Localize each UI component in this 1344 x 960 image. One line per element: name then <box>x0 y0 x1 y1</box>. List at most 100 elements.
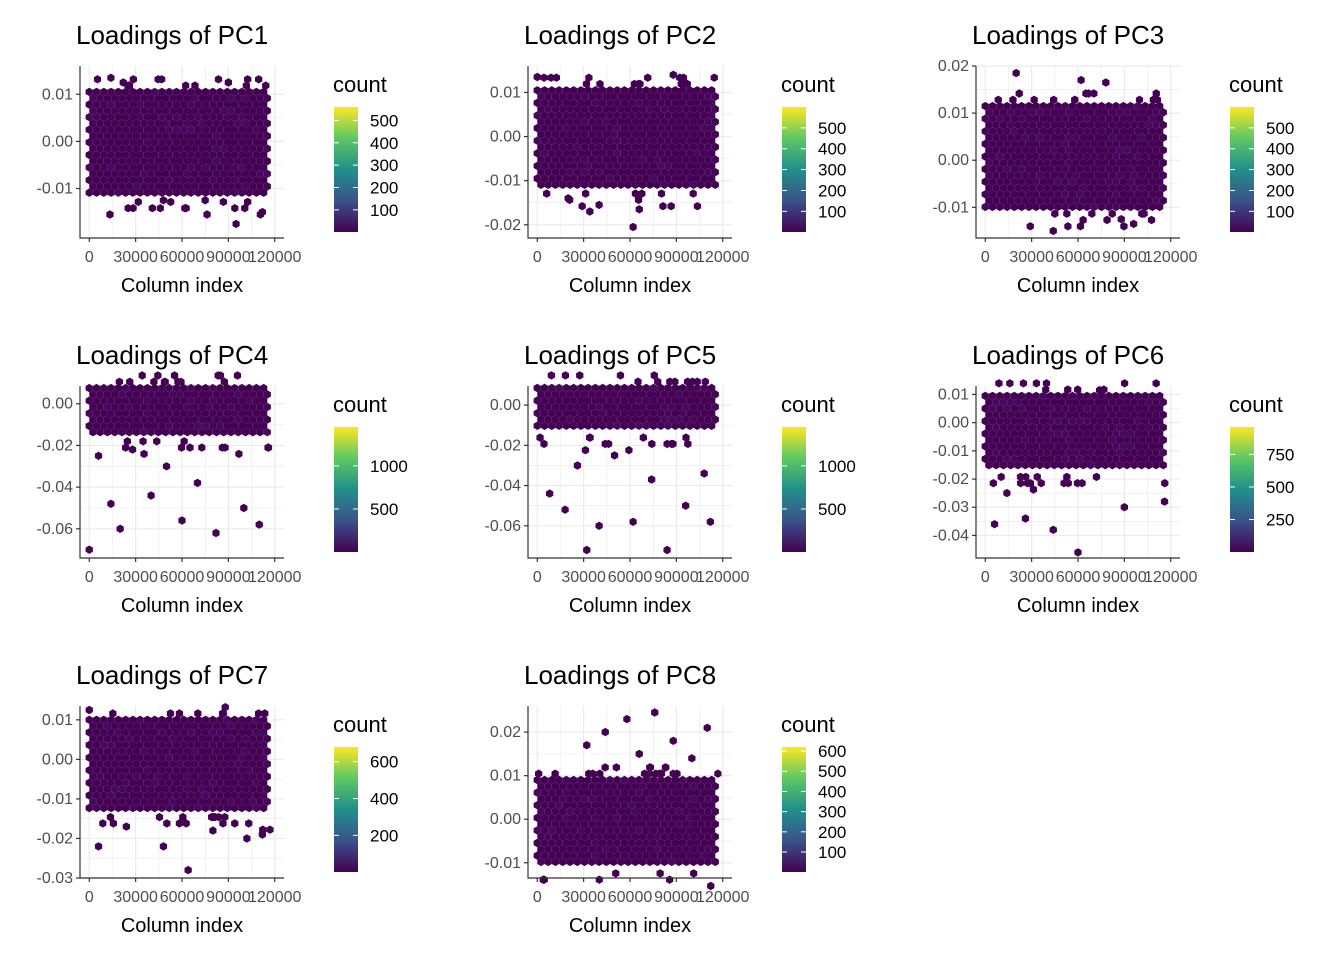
hex-cell <box>231 766 239 775</box>
hex-cell <box>198 144 206 153</box>
hex-cell <box>1105 429 1113 438</box>
hex-cell <box>220 428 228 437</box>
hex-cell <box>100 150 108 160</box>
hex-cell <box>533 111 541 120</box>
hex-cell <box>1076 152 1084 161</box>
hex-cell <box>1088 209 1096 218</box>
hex-cell <box>263 734 271 743</box>
hex-cell <box>689 180 698 189</box>
hex-cell <box>1134 416 1142 426</box>
hex-cell <box>151 803 159 813</box>
hex-cell <box>689 105 698 114</box>
hex-cell <box>103 402 112 412</box>
hex-cell <box>620 775 629 785</box>
hex-cell <box>624 807 632 816</box>
hex-cell <box>1079 398 1087 407</box>
hex-cell <box>220 415 228 424</box>
hex-cell <box>89 94 97 103</box>
hex-cell <box>220 759 228 769</box>
hex-cell <box>559 402 567 412</box>
hex-cell <box>988 454 997 464</box>
hex-cell <box>533 396 541 405</box>
hex-cell <box>551 782 560 791</box>
hex-cell <box>109 709 117 718</box>
hex-cell <box>1042 379 1051 388</box>
hex-cell <box>169 402 177 412</box>
hex-cell <box>551 155 560 164</box>
hex-outlier <box>240 503 248 513</box>
hex-cell <box>657 769 666 778</box>
hex-cell <box>599 851 607 860</box>
hex-cell <box>686 826 694 835</box>
hex-cell <box>1152 146 1160 155</box>
hex-cell <box>136 728 144 737</box>
hex-cell <box>1003 442 1011 451</box>
hex-cell <box>639 819 647 829</box>
hex-cell <box>114 383 122 393</box>
hex-cell <box>646 415 654 424</box>
hex-cell <box>1101 133 1109 142</box>
hex-cell <box>1018 429 1026 438</box>
hex-cell <box>635 86 643 95</box>
hex-cell <box>235 449 243 459</box>
hex-cell <box>1039 442 1047 451</box>
hex-cell <box>129 715 137 724</box>
hex-cell <box>996 404 1004 413</box>
hex-cell <box>209 100 217 109</box>
hex-cell <box>100 753 108 762</box>
hex-cell <box>1135 95 1144 104</box>
hex-cell <box>1047 202 1055 212</box>
hex-cell <box>570 161 578 171</box>
hex-cell <box>158 188 166 197</box>
hex-cell <box>1018 177 1026 186</box>
hex-cell <box>1032 202 1040 212</box>
hex-cell <box>234 747 242 756</box>
hex-cell <box>260 150 268 160</box>
hex-cell <box>620 161 629 171</box>
hex-cell <box>624 782 632 791</box>
hex-cell <box>533 826 541 835</box>
hex-cell <box>580 402 589 412</box>
hex-cell <box>1137 120 1146 130</box>
hex-cell <box>617 845 625 854</box>
hex-cell <box>1061 114 1069 123</box>
hex-cell <box>249 402 257 412</box>
hex-cell <box>180 150 188 160</box>
hex-cell <box>1156 114 1164 123</box>
hex-cell <box>1137 108 1146 117</box>
hex-cell <box>1159 158 1167 167</box>
hex-cell <box>154 157 162 166</box>
hex-cell <box>245 819 253 828</box>
hex-cell <box>584 86 592 95</box>
hex-cell <box>588 105 596 114</box>
hex-cell <box>631 180 639 189</box>
hex-cell <box>111 182 119 191</box>
hex-cell <box>591 98 599 108</box>
hex-cell <box>653 819 661 829</box>
hex-cell <box>122 138 130 147</box>
hex-cell <box>679 383 687 393</box>
hex-cell <box>194 409 202 418</box>
hex-cell <box>198 390 206 399</box>
hex-cell <box>1047 391 1055 401</box>
hex-cell <box>577 838 585 848</box>
hex-cell <box>231 396 239 405</box>
hex-cell <box>172 421 181 431</box>
hex-cell <box>628 123 636 133</box>
hex-cell <box>118 772 126 781</box>
hex-cell <box>535 769 543 778</box>
hex-cell <box>187 421 195 431</box>
hex-cell <box>231 138 239 147</box>
hex-cell <box>1092 472 1101 482</box>
hex-cell <box>544 402 552 412</box>
hex-cell <box>1101 410 1109 419</box>
hex-cell <box>201 766 210 775</box>
hex-cell <box>201 791 210 800</box>
hex-outlier <box>178 516 186 525</box>
hex-cell <box>642 174 650 183</box>
hex-cell <box>1123 183 1131 193</box>
axes <box>524 66 732 242</box>
hex-cell <box>1090 454 1098 464</box>
hex-cell <box>645 769 653 778</box>
hex-cell <box>136 740 144 750</box>
